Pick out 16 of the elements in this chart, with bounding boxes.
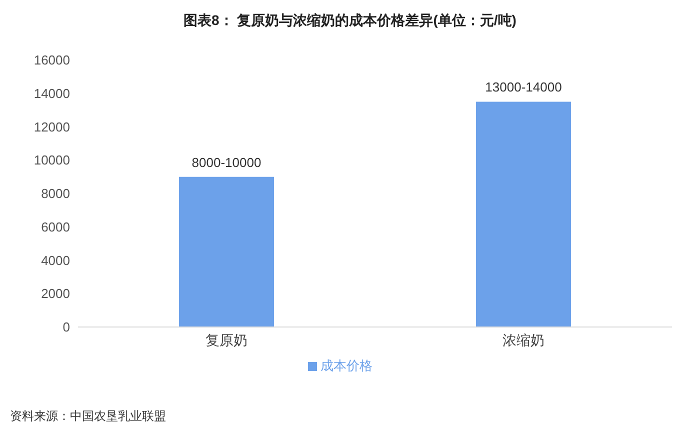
y-tick-label: 4000 [41, 252, 70, 268]
y-tick-label: 8000 [41, 186, 70, 202]
y-tick-label: 14000 [34, 86, 70, 101]
y-tick-label: 12000 [34, 119, 70, 134]
y-tick-label: 10000 [34, 152, 70, 168]
y-tick-label: 16000 [34, 52, 70, 68]
text: 资料来源：中国农垦乳业联盟 [10, 408, 166, 425]
y-tick-label: 6000 [41, 219, 70, 234]
x-tick-label: 复原奶 [206, 332, 248, 348]
y-tick-label: 0 [62, 320, 70, 335]
data-label: 8000-10000 [192, 154, 262, 170]
y-tick-label: 2000 [41, 286, 70, 302]
legend-label: 成本价格 [320, 358, 372, 373]
chart-title: 图表8： 复原奶与浓缩奶的成本价格差异(单位：元/吨) [182, 11, 518, 30]
x-tick-label: 浓缩奶 [502, 332, 544, 348]
data-label: 13000-14000 [485, 80, 562, 95]
